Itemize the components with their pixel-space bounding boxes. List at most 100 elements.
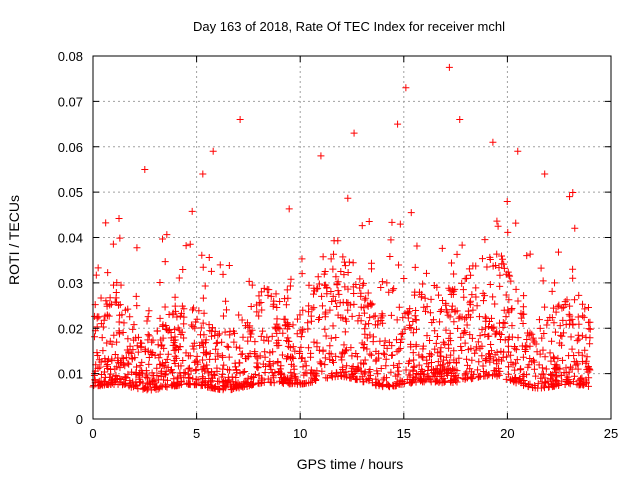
chart-title: Day 163 of 2018, Rate Of TEC Index for r… xyxy=(193,19,505,34)
data-point xyxy=(193,315,201,323)
data-point xyxy=(344,285,352,293)
data-point xyxy=(258,306,266,314)
data-point xyxy=(322,332,330,340)
data-point xyxy=(486,353,494,361)
data-point xyxy=(374,317,382,325)
data-point xyxy=(341,347,349,355)
data-point xyxy=(323,374,331,382)
data-point xyxy=(575,320,583,328)
data-point xyxy=(522,348,530,356)
data-point xyxy=(142,367,150,375)
data-point xyxy=(463,368,471,376)
data-point xyxy=(368,300,376,308)
data-point xyxy=(100,368,108,376)
data-point xyxy=(421,294,429,302)
data-point xyxy=(554,303,562,311)
data-point xyxy=(198,251,206,259)
data-point xyxy=(169,341,177,349)
data-point xyxy=(143,317,151,325)
data-point xyxy=(340,341,348,349)
data-points xyxy=(89,63,594,394)
data-point xyxy=(144,336,152,344)
data-point xyxy=(125,348,133,356)
data-point xyxy=(498,252,506,260)
data-point xyxy=(106,337,114,345)
data-point xyxy=(444,359,452,367)
data-point xyxy=(208,384,216,392)
data-point xyxy=(468,334,476,342)
x-tick-label-1: 5 xyxy=(193,426,200,441)
data-point xyxy=(225,353,233,361)
data-point xyxy=(409,317,417,325)
data-point xyxy=(482,317,490,325)
data-point xyxy=(285,205,293,213)
data-point xyxy=(506,272,514,280)
data-point xyxy=(301,369,309,377)
data-point xyxy=(474,338,482,346)
data-point xyxy=(578,332,586,340)
data-point xyxy=(310,338,318,346)
data-point xyxy=(325,349,333,357)
data-point xyxy=(187,321,195,329)
data-point xyxy=(344,306,352,314)
data-point xyxy=(538,364,546,372)
data-point xyxy=(180,305,188,313)
data-point xyxy=(426,350,434,358)
data-point xyxy=(547,380,555,388)
data-point xyxy=(473,302,481,310)
data-point xyxy=(313,343,321,351)
data-point xyxy=(224,343,232,351)
data-point xyxy=(396,339,404,347)
data-point xyxy=(127,383,135,391)
data-point xyxy=(170,346,178,354)
data-point xyxy=(162,359,170,367)
data-point xyxy=(94,264,102,272)
data-point xyxy=(403,375,411,383)
data-point xyxy=(581,346,589,354)
data-point xyxy=(104,269,112,277)
data-point xyxy=(449,366,457,374)
data-point xyxy=(550,353,558,361)
data-point xyxy=(185,364,193,372)
data-point xyxy=(316,358,324,366)
data-point xyxy=(350,129,358,137)
data-point xyxy=(378,278,386,286)
data-point xyxy=(148,338,156,346)
data-point xyxy=(186,374,194,382)
data-point xyxy=(394,371,402,379)
data-point xyxy=(448,302,456,310)
data-point xyxy=(490,356,498,364)
data-point xyxy=(393,348,401,356)
data-point xyxy=(433,332,441,340)
data-point xyxy=(143,374,151,382)
data-point xyxy=(244,323,252,331)
data-point xyxy=(260,336,268,344)
data-point xyxy=(219,370,227,378)
data-point xyxy=(583,353,591,361)
data-point xyxy=(501,336,509,344)
data-point xyxy=(560,329,568,337)
data-point xyxy=(553,361,561,369)
data-point xyxy=(366,314,374,322)
data-point xyxy=(507,351,515,359)
data-point xyxy=(219,270,227,278)
data-point xyxy=(480,372,488,380)
data-point xyxy=(114,301,122,309)
data-point xyxy=(175,274,183,282)
data-point xyxy=(393,379,401,387)
data-point xyxy=(98,334,106,342)
data-point xyxy=(97,380,105,388)
data-point xyxy=(432,339,440,347)
data-point xyxy=(427,378,435,386)
data-point xyxy=(337,353,345,361)
y-tick-label-7: 0.07 xyxy=(58,94,83,109)
data-point xyxy=(186,240,194,248)
data-point xyxy=(328,297,336,305)
data-point xyxy=(327,334,335,342)
data-point xyxy=(434,358,442,366)
data-point xyxy=(241,368,249,376)
data-point xyxy=(197,324,205,332)
y-tick-label-0: 0 xyxy=(76,412,83,427)
data-point xyxy=(369,333,377,341)
data-point xyxy=(133,302,141,310)
